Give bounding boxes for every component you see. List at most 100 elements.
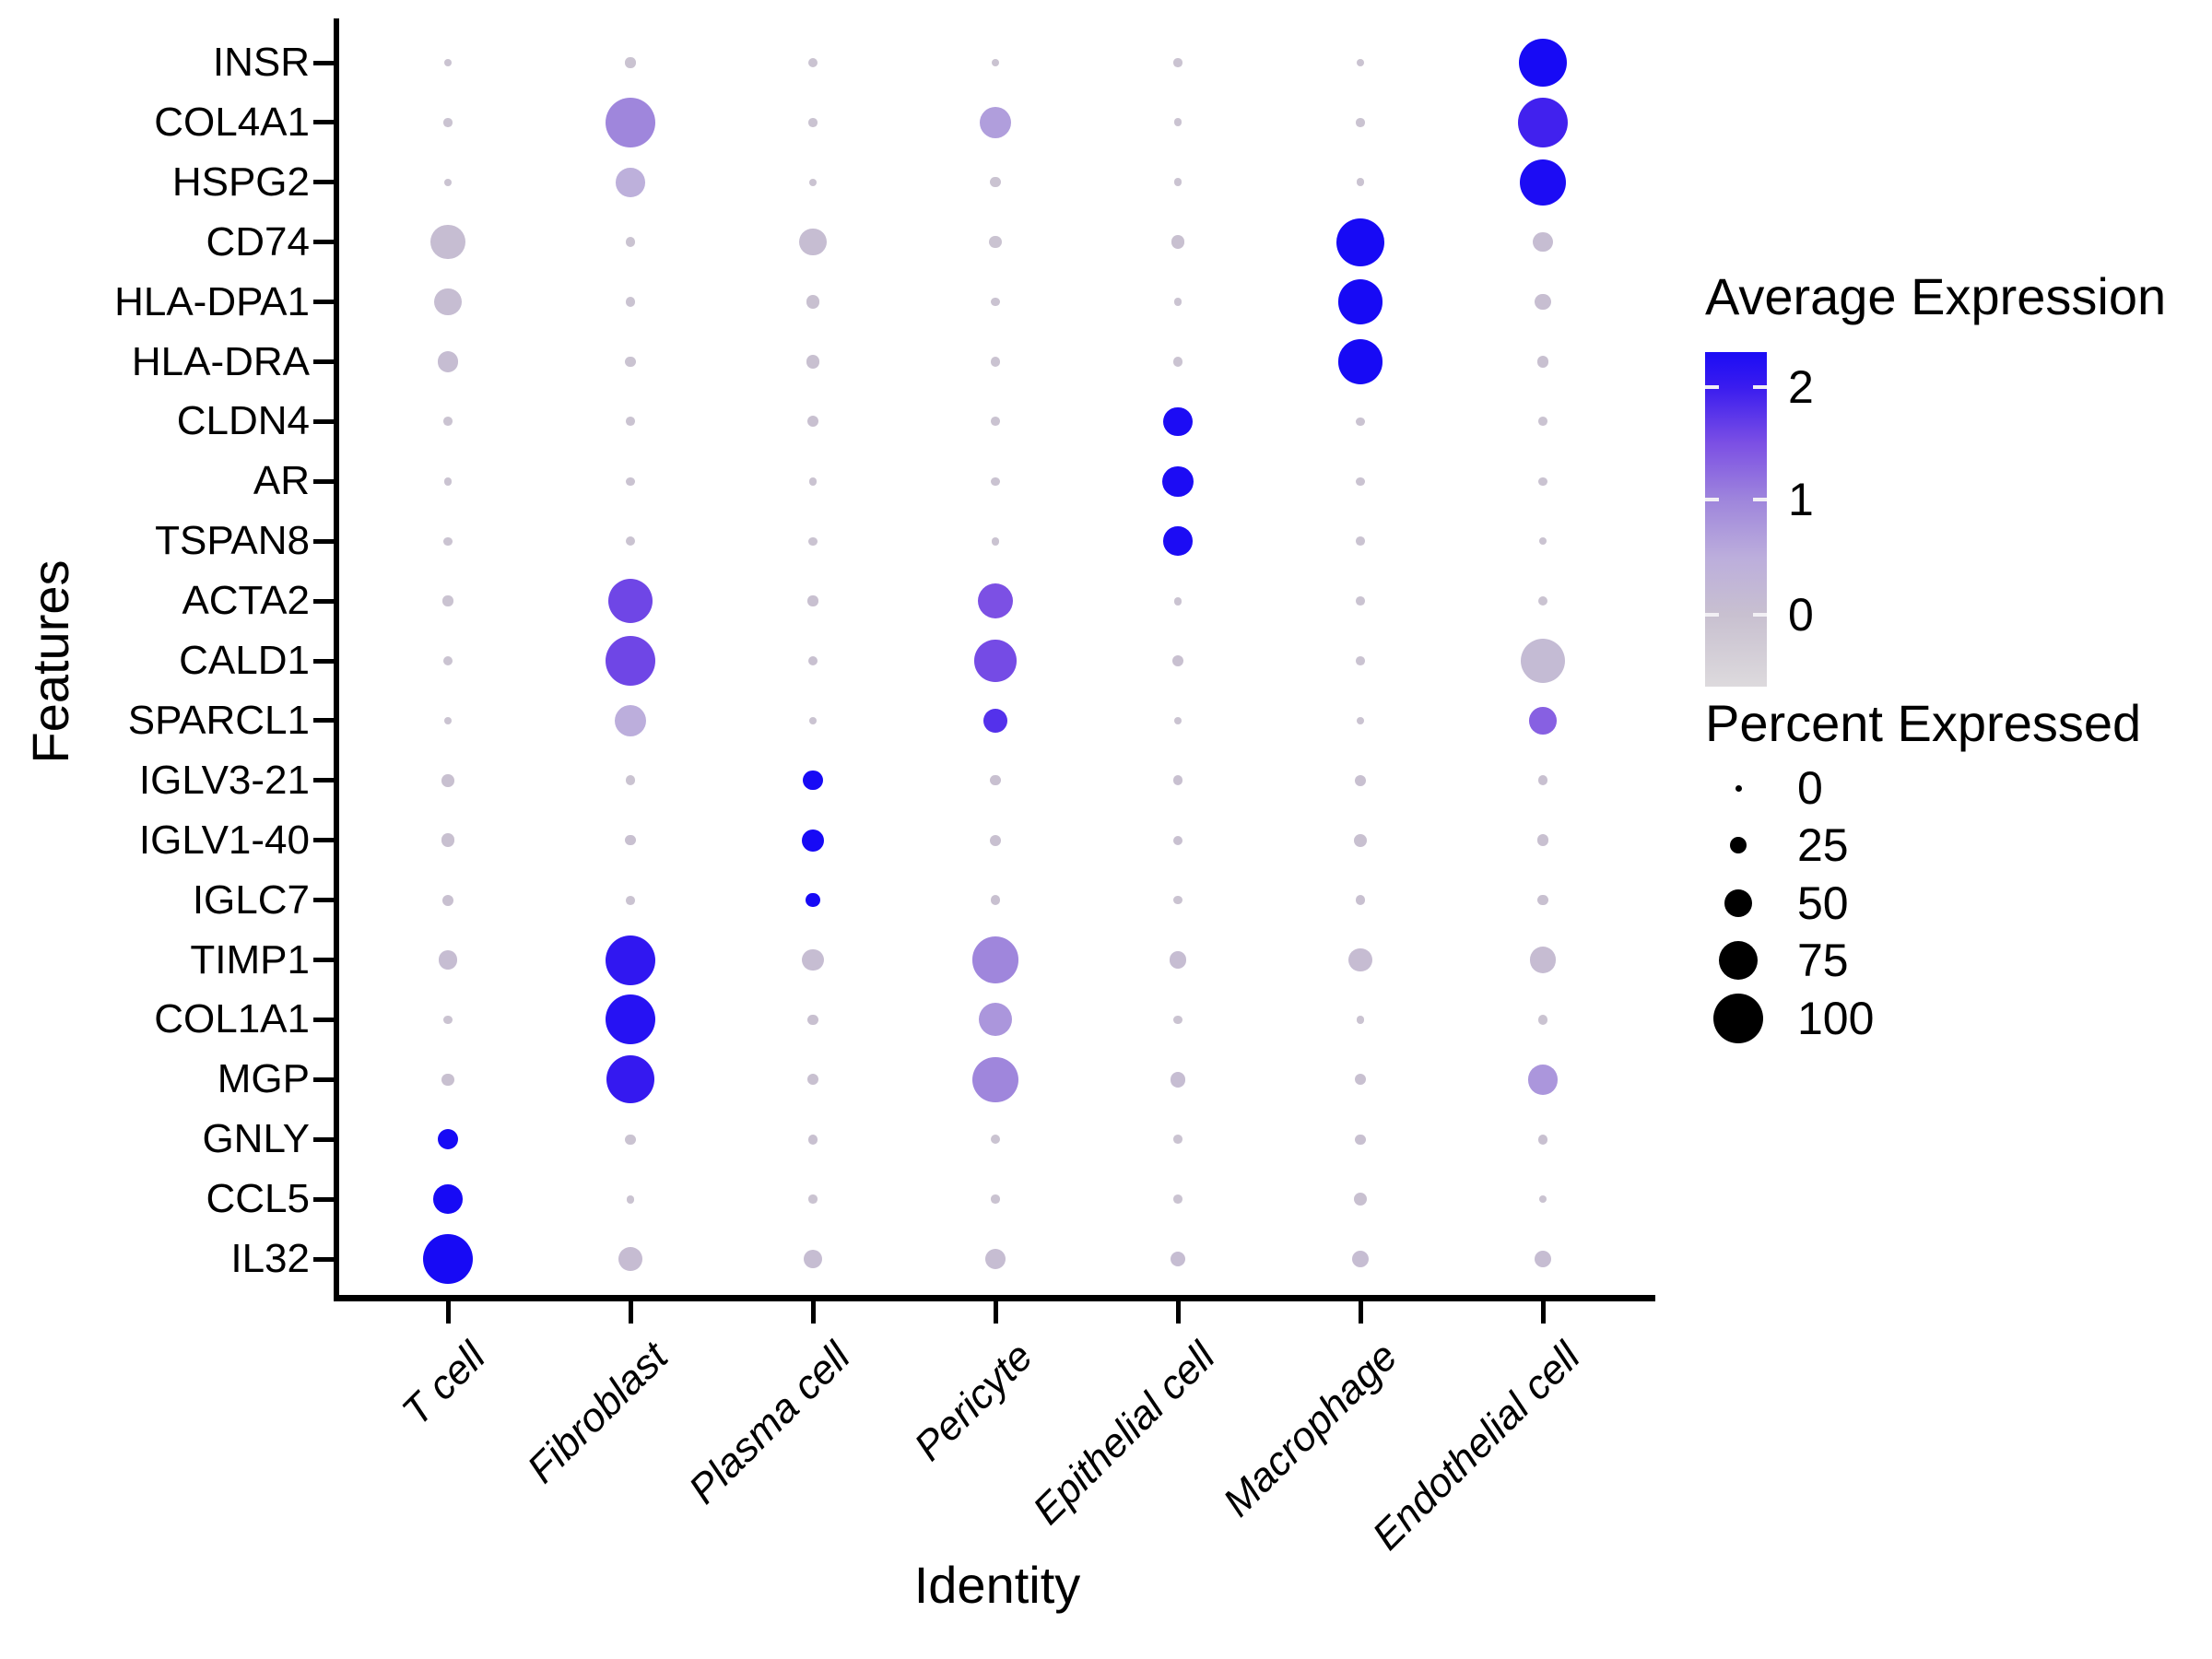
expression-dot xyxy=(1537,1134,1548,1145)
gene-label: INSR xyxy=(212,40,310,85)
expression-dot xyxy=(1337,339,1383,384)
expression-dot xyxy=(991,1194,1000,1204)
expression-dot xyxy=(443,477,453,486)
expression-dot xyxy=(1173,1015,1182,1025)
expression-dot xyxy=(991,477,1000,486)
gene-label: IGLV1-40 xyxy=(138,817,310,863)
expression-dot xyxy=(1351,1250,1370,1268)
y-tick xyxy=(313,658,334,664)
expression-dot xyxy=(626,895,635,905)
expression-dot xyxy=(441,833,455,848)
expression-dot xyxy=(437,351,458,372)
expression-dot xyxy=(443,1015,453,1025)
expression-dot xyxy=(441,1073,454,1086)
expression-dot xyxy=(1520,638,1566,684)
y-tick xyxy=(313,1077,334,1082)
expression-dot xyxy=(443,118,453,127)
expression-dot xyxy=(991,297,1000,307)
expression-dot xyxy=(974,640,1017,682)
expression-dot xyxy=(808,1194,818,1204)
expression-dot xyxy=(438,950,458,970)
expression-dot xyxy=(1353,1193,1368,1206)
expression-dot xyxy=(803,1249,823,1269)
expression-dot xyxy=(1356,596,1365,606)
expression-dot xyxy=(1537,595,1548,606)
expression-dot xyxy=(1172,775,1183,786)
celltype-label: Epithelial cell xyxy=(1024,1334,1224,1534)
colorbar-tick xyxy=(1705,498,1719,501)
expression-dot xyxy=(1171,235,1185,250)
expression-dot xyxy=(989,834,1002,846)
expression-dot xyxy=(1519,159,1567,206)
expression-dot xyxy=(625,237,636,248)
colorbar-tick-label: 1 xyxy=(1788,474,1814,525)
expression-dot xyxy=(430,224,465,260)
y-tick xyxy=(313,240,334,245)
expression-dot xyxy=(984,1248,1006,1269)
colorbar-tick-label: 0 xyxy=(1788,589,1814,641)
expression-dot xyxy=(799,228,827,256)
expression-dot xyxy=(990,775,1001,786)
size-legend-label: 50 xyxy=(1797,877,1849,929)
size-legend-label: 100 xyxy=(1797,993,1875,1044)
expression-dot xyxy=(1356,118,1365,127)
y-tick xyxy=(313,1017,334,1022)
expression-dot xyxy=(1538,536,1547,546)
expression-dot xyxy=(1173,118,1182,127)
expression-dot xyxy=(443,536,453,546)
expression-dot xyxy=(1173,1194,1182,1204)
expression-dot xyxy=(1162,465,1194,497)
expression-dot xyxy=(1535,293,1551,311)
gene-label: IL32 xyxy=(230,1236,310,1281)
expression-dot xyxy=(625,57,636,68)
expression-dot xyxy=(806,1074,819,1086)
expression-dot xyxy=(808,716,818,725)
colorbar-tick xyxy=(1705,385,1719,389)
expression-dot xyxy=(1173,58,1182,67)
gene-label: HSPG2 xyxy=(171,159,310,205)
expression-dot xyxy=(625,356,636,368)
expression-dot xyxy=(625,775,636,786)
expression-dot xyxy=(1172,835,1183,845)
expression-dot xyxy=(434,288,462,316)
expression-dot xyxy=(1356,417,1365,427)
expression-dot xyxy=(807,1134,818,1145)
expression-dot xyxy=(606,1055,654,1104)
expression-dot xyxy=(806,892,820,908)
expression-dot xyxy=(626,417,635,427)
y-tick xyxy=(313,958,334,962)
expression-dot xyxy=(625,835,636,846)
gene-label: ACTA2 xyxy=(182,578,310,624)
y-tick xyxy=(313,1136,334,1142)
gene-label: CCL5 xyxy=(206,1176,311,1222)
colorbar-tick xyxy=(1753,385,1767,389)
size-legend-dot xyxy=(1713,994,1763,1043)
celltype-label: Pericyte xyxy=(905,1334,1041,1470)
expression-dot xyxy=(626,1194,635,1204)
expression-dot xyxy=(1356,477,1365,486)
expression-dot xyxy=(808,536,818,546)
expression-dot xyxy=(1534,1250,1552,1268)
gene-label: CD74 xyxy=(206,218,311,265)
expression-dot xyxy=(1537,894,1548,906)
size-legend-label: 25 xyxy=(1797,819,1849,871)
expression-dot xyxy=(1173,178,1182,187)
gene-label: IGLV3-21 xyxy=(138,757,310,803)
x-tick xyxy=(1358,1301,1363,1324)
avg-expression-legend-title: Average Expression xyxy=(1705,267,2167,325)
expression-dot xyxy=(1355,1134,1366,1145)
x-axis-line xyxy=(334,1295,1655,1301)
colorbar-tick xyxy=(1705,613,1719,617)
expression-dot xyxy=(625,297,636,307)
expression-dot xyxy=(1536,356,1549,368)
expression-dot xyxy=(618,1247,642,1271)
expression-dot xyxy=(806,295,820,309)
expression-dot xyxy=(625,1134,636,1145)
expression-dot xyxy=(423,1234,473,1284)
expression-dot xyxy=(607,578,653,624)
expression-dot xyxy=(806,416,819,428)
x-tick xyxy=(628,1301,633,1324)
expression-dot xyxy=(1163,406,1193,437)
expression-dot xyxy=(802,829,824,852)
